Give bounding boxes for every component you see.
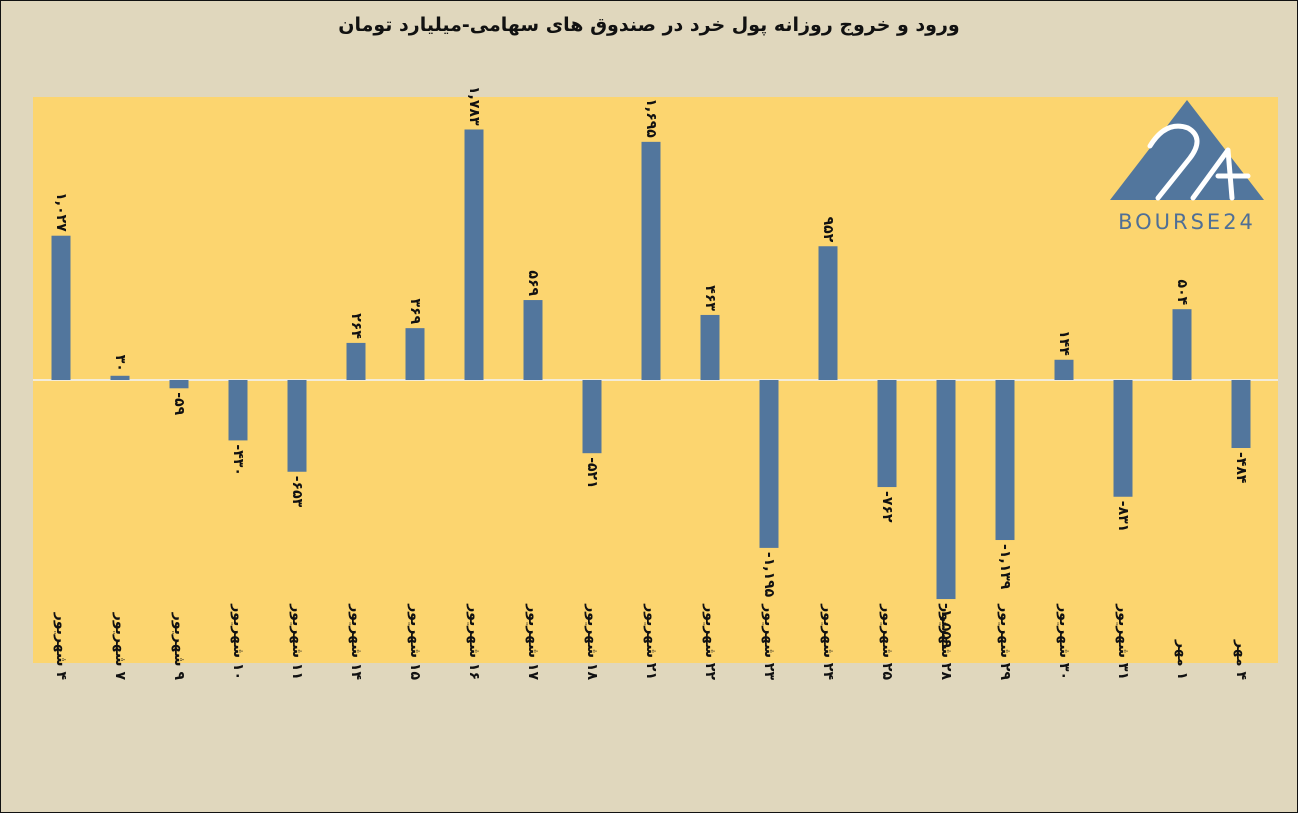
value-label-16: -۱,۱۳۹: [997, 544, 1013, 590]
bar-9: [582, 380, 602, 454]
bar-13: [818, 246, 838, 380]
bar-16: [995, 380, 1015, 541]
bar-7: [464, 129, 484, 380]
value-label-5: ۲۶۴: [348, 313, 364, 339]
value-label-0: ۱,۰۲۷: [53, 192, 69, 232]
bar-6: [405, 328, 425, 380]
x-tick-label-16: ۲۹ شهریور: [997, 603, 1013, 680]
bar-2: [169, 380, 189, 389]
value-label-19: ۵۰۴: [1174, 280, 1190, 306]
x-tick-label-18: ۳۱ شهریور: [1115, 603, 1131, 680]
x-tick-label-2: ۹ شهریور: [171, 612, 187, 681]
bar-19: [1172, 309, 1192, 380]
bar-11: [700, 314, 720, 380]
x-tick-label-15: ۲۸ شهریور: [938, 603, 954, 680]
bar-3: [228, 380, 248, 441]
x-tick-label-0: ۴ شهریور: [53, 612, 69, 681]
x-tick-label-6: ۱۵ شهریور: [407, 603, 423, 680]
x-tick-label-11: ۲۲ شهریور: [702, 603, 718, 680]
value-label-12: -۱,۱۹۵: [761, 552, 777, 598]
value-label-6: ۳۶۹: [407, 299, 423, 325]
x-tick-label-17: ۳۰ شهریور: [1056, 603, 1072, 680]
value-label-20: -۴۸۴: [1233, 452, 1249, 484]
value-label-11: ۴۶۳: [702, 285, 718, 311]
x-tick-labels-group: ۴ شهریور ۷ شهریور ۹ شهریور ۱۰ شهریور ۱۱ شهری…: [53, 603, 1249, 680]
x-tick-label-1: ۷ شهریور: [112, 612, 128, 681]
bar-14: [877, 380, 897, 488]
bar-18: [1113, 380, 1133, 497]
chart-title: ورود و خروج روزانه پول خرد در صندوق های …: [338, 14, 960, 36]
value-label-10: ۱,۶۹۵: [643, 98, 659, 138]
x-tick-label-13: ۲۴ شهریور: [820, 603, 836, 680]
bar-0: [51, 235, 71, 380]
value-label-1: ۳۰: [112, 355, 128, 372]
value-label-14: -۷۶۲: [879, 491, 895, 523]
x-tick-label-19: ۱ مهر: [1174, 639, 1190, 680]
value-labels-group: ۱,۰۲۷ ۳۰ -۵۹ -۴۳۰ -۶۵۳ ۲۶۴ ۳۶۹ ۱,۷۸۳ ۵۶۹ -۵۲۱ ۱,۶۹…: [53, 86, 1249, 649]
value-label-8: ۵۶۹: [525, 270, 541, 296]
bars-group: [51, 129, 1251, 600]
bourse24-logo: BOURSE24: [1110, 100, 1264, 234]
bar-15: [936, 380, 956, 600]
x-tick-label-3: ۱۰ شهریور: [230, 603, 246, 680]
x-tick-label-5: ۱۴ شهریور: [348, 603, 364, 680]
x-tick-label-20: ۴ مهر: [1233, 639, 1249, 681]
bar-4: [287, 380, 307, 472]
x-tick-label-8: ۱۷ شهریور: [525, 603, 541, 680]
bar-20: [1231, 380, 1251, 449]
bar-8: [523, 300, 543, 380]
x-tick-label-9: ۱۸ شهریور: [584, 603, 600, 680]
bar-12: [759, 380, 779, 548]
value-label-4: -۶۵۳: [289, 476, 305, 508]
bar-17: [1054, 359, 1074, 380]
value-label-9: -۵۲۱: [584, 457, 600, 488]
value-label-18: -۸۳۱: [1115, 501, 1131, 532]
value-label-7: ۱,۷۸۳: [466, 86, 482, 126]
bar-1: [110, 375, 130, 380]
x-tick-label-10: ۲۱ شهریور: [643, 603, 659, 680]
value-label-13: ۹۵۲: [820, 217, 836, 243]
x-tick-label-12: ۲۳ شهریور: [761, 603, 777, 680]
x-tick-label-14: ۲۵ شهریور: [879, 603, 895, 680]
bar-5: [346, 342, 366, 380]
logo-24-icon: [1147, 123, 1251, 201]
value-label-3: -۴۳۰: [230, 444, 246, 475]
value-label-17: ۱۴۴: [1056, 330, 1072, 356]
logo-text: BOURSE24: [1118, 210, 1256, 234]
value-label-2: -۵۹: [171, 392, 187, 415]
bar-10: [641, 141, 661, 380]
value-label-15: -۱,۵۵۹: [938, 603, 954, 649]
x-tick-label-4: ۱۱ شهریور: [289, 603, 305, 680]
x-tick-label-7: ۱۶ شهریور: [466, 603, 482, 680]
